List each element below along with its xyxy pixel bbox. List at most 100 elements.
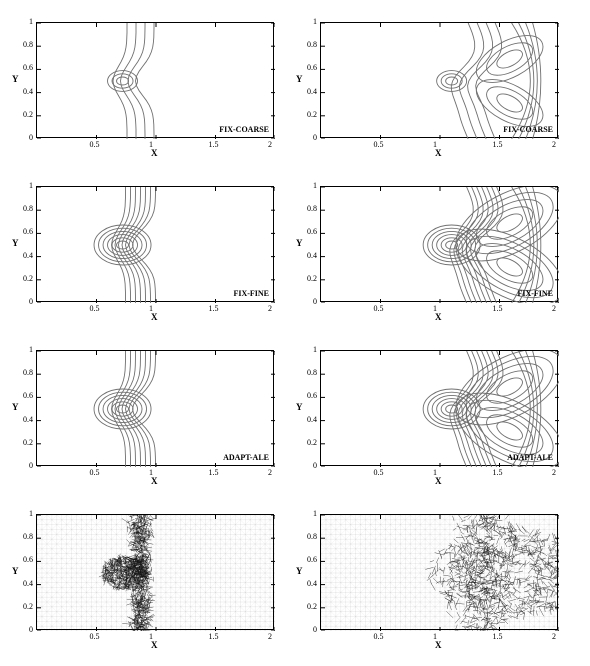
panel-tag: FIX-COARSE [503,125,553,134]
x-tick-label: 2 [268,468,272,477]
y-axis-label: Y [12,238,19,248]
y-tick-label: 0 [29,133,33,142]
contour-plot [37,351,275,467]
y-tick-label: 0 [29,625,33,634]
y-tick-label: 0.2 [23,274,33,283]
mesh-panel [36,514,274,630]
contour-plot [37,23,275,139]
y-tick-label: 1 [29,509,33,518]
panel-tag: FIX-FINE [233,289,269,298]
panel-tag: ADAPT-ALE [507,453,553,462]
y-tick-label: 0.4 [23,87,33,96]
x-tick-label: 1.5 [493,304,503,313]
figure-grid: FIX-COARSE 0.5 1 1.5 2 0 0.2 0.4 0.6 0.8 1 X Y FIX-CO… [0,0,590,666]
panel-tag: FIX-FINE [517,289,553,298]
x-axis-label: X [151,640,158,650]
x-tick-label: 1.5 [493,632,503,641]
x-axis-label: X [151,476,158,486]
contour-plot [321,187,559,303]
y-tick-label: 0.2 [307,274,317,283]
panel-tag: FIX-COARSE [219,125,269,134]
contour-plot [37,187,275,303]
x-tick-label: 1.5 [493,140,503,149]
x-tick-label: 0.5 [90,304,100,313]
y-tick-label: 0.6 [307,227,317,236]
x-tick-label: 0.5 [374,632,384,641]
mesh-plot [37,515,275,631]
y-axis-label: Y [296,566,303,576]
y-tick-label: 0.6 [23,227,33,236]
y-tick-label: 1 [29,181,33,190]
y-tick-label: 0.6 [307,391,317,400]
y-tick-label: 0.6 [23,391,33,400]
contour-panel: FIX-FINE [36,186,274,302]
x-tick-label: 2 [268,140,272,149]
y-tick-label: 0.6 [307,63,317,72]
y-tick-label: 1 [313,509,317,518]
y-tick-label: 0.2 [307,602,317,611]
y-tick-label: 0.4 [23,415,33,424]
y-tick-label: 0.8 [307,40,317,49]
y-tick-label: 1 [313,181,317,190]
x-tick-label: 1.5 [209,468,219,477]
x-tick-label: 2 [552,140,556,149]
y-axis-label: Y [12,402,19,412]
x-tick-label: 1.5 [209,140,219,149]
y-tick-label: 0.6 [23,555,33,564]
x-axis-label: X [435,640,442,650]
x-tick-label: 0.5 [90,140,100,149]
mesh-panel [320,514,558,630]
y-tick-label: 0.2 [23,602,33,611]
y-tick-label: 0.8 [307,204,317,213]
contour-panel: FIX-COARSE [36,22,274,138]
y-tick-label: 0.2 [23,438,33,447]
x-tick-label: 2 [268,632,272,641]
y-tick-label: 0.4 [307,579,317,588]
y-tick-label: 0 [29,297,33,306]
contour-panel: FIX-FINE [320,186,558,302]
x-axis-label: X [151,312,158,322]
x-tick-label: 1.5 [493,468,503,477]
x-tick-label: 0.5 [374,304,384,313]
x-axis-label: X [151,148,158,158]
y-tick-label: 1 [29,17,33,26]
y-tick-label: 0 [313,133,317,142]
x-tick-label: 0.5 [374,468,384,477]
y-axis-label: Y [12,74,19,84]
y-tick-label: 0 [313,625,317,634]
contour-panel: ADAPT-ALE [320,350,558,466]
y-tick-label: 1 [313,17,317,26]
x-tick-label: 2 [552,468,556,477]
x-tick-label: 2 [552,304,556,313]
y-tick-label: 0 [29,461,33,470]
x-tick-label: 0.5 [90,468,100,477]
y-tick-label: 0.4 [307,87,317,96]
y-tick-label: 0 [313,461,317,470]
y-tick-label: 0.4 [23,579,33,588]
y-axis-label: Y [296,74,303,84]
y-axis-label: Y [296,238,303,248]
y-tick-label: 0.4 [23,251,33,260]
y-tick-label: 0.6 [23,63,33,72]
x-tick-label: 1.5 [209,632,219,641]
y-tick-label: 0 [313,297,317,306]
y-tick-label: 0.8 [23,368,33,377]
y-tick-label: 0.2 [307,438,317,447]
y-tick-label: 0.8 [23,532,33,541]
y-tick-label: 0.2 [307,110,317,119]
y-tick-label: 1 [29,345,33,354]
x-tick-label: 2 [268,304,272,313]
contour-panel: ADAPT-ALE [36,350,274,466]
x-axis-label: X [435,148,442,158]
y-axis-label: Y [296,402,303,412]
y-tick-label: 0.8 [307,368,317,377]
y-tick-label: 0.6 [307,555,317,564]
y-tick-label: 0.8 [307,532,317,541]
contour-plot [321,23,559,139]
y-tick-label: 0.4 [307,415,317,424]
y-tick-label: 0.2 [23,110,33,119]
x-tick-label: 0.5 [90,632,100,641]
y-axis-label: Y [12,566,19,576]
x-axis-label: X [435,312,442,322]
mesh-plot [321,515,559,631]
